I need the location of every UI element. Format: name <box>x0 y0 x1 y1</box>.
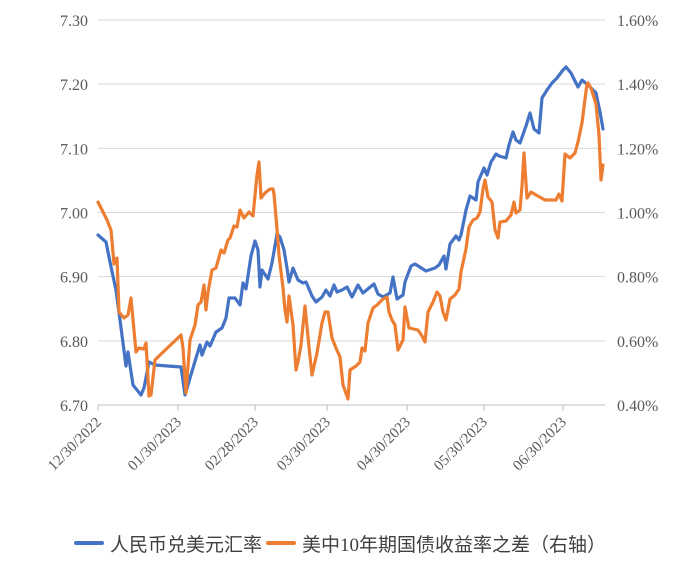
right-y-tick: 0.60% <box>617 334 658 351</box>
right-y-axis-labels: 1.60% 1.40% 1.20% 1.00% 0.80% 0.60% 0.40% <box>617 13 658 415</box>
left-y-tick: 7.10 <box>60 141 88 158</box>
left-y-axis-labels: 7.30 7.20 7.10 7.00 6.90 6.80 6.70 <box>60 13 88 415</box>
right-y-tick: 0.80% <box>617 270 658 287</box>
legend-item-cny-usd: 人民币兑美元汇率 <box>73 530 262 557</box>
x-tick-label: 04/30/2023 <box>354 415 414 475</box>
legend: 人民币兑美元汇率 美中10年期国债收益率之差（右轴） <box>0 528 680 558</box>
x-tick-label: 06/30/2023 <box>510 415 570 475</box>
legend-swatch-blue-icon <box>73 541 104 545</box>
left-y-tick: 6.70 <box>60 398 88 415</box>
x-tick-label: 03/30/2023 <box>274 415 334 475</box>
x-tick-label: 12/30/2022 <box>45 415 105 475</box>
right-y-tick: 0.40% <box>617 398 658 415</box>
right-y-tick: 1.00% <box>617 206 658 223</box>
series-line-cny-usd <box>96 65 605 397</box>
x-tick-label: 01/30/2023 <box>125 415 185 475</box>
legend-label-cny-usd: 人民币兑美元汇率 <box>109 534 262 556</box>
left-y-tick: 7.00 <box>60 206 88 223</box>
x-tick-label: 05/30/2023 <box>431 415 491 475</box>
left-y-tick: 7.20 <box>60 77 88 94</box>
right-y-tick: 1.60% <box>617 13 658 30</box>
series-lines <box>96 65 605 401</box>
legend-label-yield-spread: 美中10年期国债收益率之差（右轴） <box>302 534 607 556</box>
left-y-tick: 6.90 <box>60 270 88 287</box>
left-y-tick: 6.80 <box>60 334 88 351</box>
right-y-tick: 1.20% <box>617 141 658 158</box>
legend-item-yield-spread: 美中10年期国债收益率之差（右轴） <box>266 530 606 557</box>
legend-swatch-orange-icon <box>266 541 296 545</box>
x-tick-label: 02/28/2023 <box>202 415 262 475</box>
left-y-tick: 7.30 <box>60 13 88 30</box>
series-line-yield-spread <box>96 81 605 401</box>
x-axis: 12/30/2022 01/30/2023 02/28/2023 03/30/2023… <box>45 404 605 475</box>
right-y-tick: 1.40% <box>617 77 658 94</box>
